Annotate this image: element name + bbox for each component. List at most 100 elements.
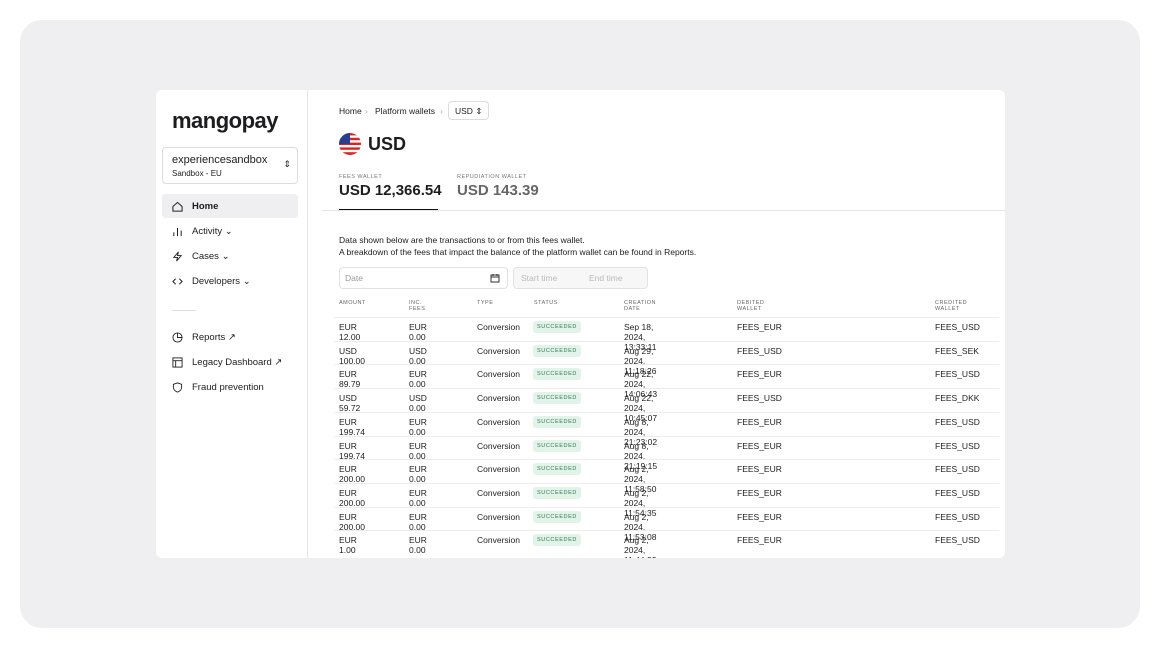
table-cell: Aug 2, 2024, 11:44:32: [624, 535, 656, 558]
nav-label: Legacy Dashboard: [192, 356, 272, 368]
table-cell: Conversion: [477, 393, 520, 404]
nav-link[interactable]: Legacy Dashboard ↗: [162, 350, 298, 374]
status-badge: SUCCEEDED: [533, 344, 581, 357]
table-cell: Conversion: [477, 535, 520, 546]
table-cell: Sep 18, 2024, 13:33:11: [624, 322, 657, 352]
status-badge: SUCCEEDED: [533, 368, 581, 381]
account-name: experiencesandbox: [172, 154, 268, 166]
table-cell: EUR 0.00: [409, 464, 427, 485]
table-cell: FEES_USD: [935, 440, 980, 451]
table-cell: USD 0.00: [409, 393, 427, 414]
table-cell: EUR 199.74: [339, 416, 365, 437]
status-badge: SUCCEEDED: [533, 463, 581, 476]
table-cell: EUR 200.00: [339, 487, 365, 508]
table-cell: USD 59.72: [339, 393, 361, 414]
nav-link[interactable]: Reports ↗: [162, 325, 298, 349]
table-cell: FEES_SEK: [935, 345, 979, 356]
placeholder: Start time: [521, 273, 558, 283]
table-cell: FEES_USD: [737, 345, 782, 356]
tab-amount[interactable]: USD 143.39: [457, 182, 539, 199]
column-header: STATUS: [534, 300, 558, 306]
table-cell: Aug 2, 2024, 11:53:08: [624, 511, 657, 542]
nav-label: Reports: [192, 331, 226, 343]
row-divider: [334, 411, 999, 413]
table-cell: FEES_EUR: [737, 535, 782, 546]
table-cell: FEES_USD: [935, 464, 980, 475]
shield-icon: [172, 381, 183, 393]
table-cell: EUR 199.74: [339, 440, 365, 461]
table-cell: EUR 0.00: [409, 440, 427, 461]
row-divider: [334, 364, 999, 366]
table-cell: EUR 1.00: [339, 535, 357, 556]
table-cell: FEES_USD: [935, 416, 980, 427]
table-cell: USD 0.00: [409, 345, 427, 366]
table-cell: Conversion: [477, 416, 520, 427]
column-header: AMOUNT: [339, 300, 366, 306]
status-badge: SUCCEEDED: [533, 439, 581, 452]
status-badge: SUCCEEDED: [533, 392, 581, 405]
page-title: USD: [368, 134, 407, 154]
table-cell: FEES_USD: [935, 369, 980, 380]
table-cell: FEES_EUR: [737, 322, 782, 332]
table-cell: Aug 8, 2024, 21:23:02: [624, 416, 658, 447]
calendar-icon: [490, 274, 500, 283]
table-cell: FEES_USD: [935, 535, 980, 546]
table-cell: FEES_EUR: [737, 416, 782, 427]
developers-icon: [172, 277, 183, 285]
table-cell: EUR 12.00: [339, 322, 361, 342]
currency-value: USD: [455, 106, 473, 116]
nav-label: Home: [192, 200, 219, 212]
nav-item[interactable]: Activity ⌄: [162, 219, 298, 243]
row-divider: [334, 506, 999, 508]
activity-icon: [173, 227, 182, 236]
table-cell: EUR 89.79: [339, 369, 361, 390]
placeholder: Date: [345, 273, 363, 283]
dashboard-icon: [172, 356, 183, 368]
account-environment: Sandbox - EU: [172, 169, 222, 178]
breadcrumb-separator: ›: [440, 106, 443, 116]
table-cell: FEES_USD: [737, 393, 782, 404]
table-cell: FEES_EUR: [737, 511, 782, 522]
breadcrumb-separator: ›: [365, 106, 368, 116]
table-cell: Aug 29, 2024, 11:18:26: [624, 345, 657, 376]
column-header: INC. FEES: [409, 300, 426, 312]
home-icon: [172, 201, 183, 212]
table-cell: EUR 200.00: [339, 464, 365, 485]
date-input[interactable]: Date: [339, 267, 508, 289]
main-content: Home › Platform wallets › USD ⇕ USD FEES…: [308, 90, 1005, 558]
tab-amount[interactable]: USD 12,366.54: [339, 182, 442, 199]
row-divider: [334, 530, 999, 532]
row-divider: [334, 317, 999, 318]
table-cell: FEES_USD: [935, 511, 980, 522]
row-divider: [334, 482, 999, 484]
table-cell: EUR 0.00: [409, 487, 427, 508]
table-cell: USD 100.00: [339, 345, 365, 366]
table-cell: Conversion: [477, 464, 520, 475]
table-cell: FEES_EUR: [737, 464, 782, 475]
description: Data shown below are the transactions to…: [339, 235, 585, 245]
cases-icon: [172, 251, 183, 261]
breadcrumb-link[interactable]: Platform wallets: [375, 106, 435, 116]
column-header: CREATION DATE: [624, 300, 657, 312]
status-badge: SUCCEEDED: [533, 534, 581, 547]
table-cell: Aug 22, 2024, 10:45:07: [624, 393, 658, 424]
nav-item[interactable]: Developers ⌄: [162, 269, 298, 293]
time-range[interactable]: Start time End time: [513, 267, 648, 289]
account-switcher[interactable]: experiencesandbox Sandbox - EU ⇕: [162, 147, 298, 184]
table-cell: EUR 0.00: [409, 416, 427, 437]
breadcrumb-link[interactable]: Home: [339, 106, 362, 116]
currency-select[interactable]: USD ⇕: [448, 101, 489, 120]
table-cell: Conversion: [477, 369, 520, 380]
nav-link[interactable]: Fraud prevention: [162, 375, 298, 399]
app-window: mangopay experiencesandbox Sandbox - EU …: [156, 90, 1005, 558]
nav-item[interactable]: Home: [162, 194, 298, 218]
table-cell: Conversion: [477, 322, 520, 332]
divider: [322, 210, 1005, 211]
us-flag: [339, 133, 361, 155]
table-cell: FEES_DKK: [935, 393, 980, 404]
nav-label: Developers: [192, 275, 241, 287]
nav-item[interactable]: Cases ⌄: [162, 244, 298, 268]
status-badge: SUCCEEDED: [533, 510, 581, 523]
table-cell: Aug 2, 2024, 11:58:50: [624, 464, 657, 495]
